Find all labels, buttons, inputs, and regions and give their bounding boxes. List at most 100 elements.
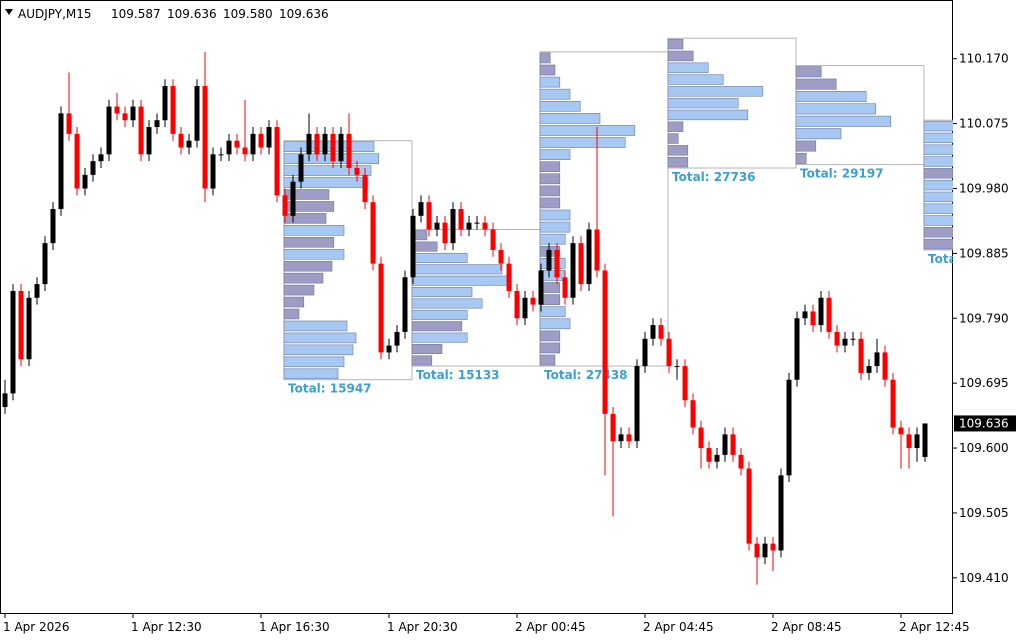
candle-body — [266, 127, 272, 148]
profile-bar — [411, 264, 503, 275]
profile-bar — [795, 66, 822, 78]
profile-bar — [283, 260, 333, 272]
candle-body — [834, 331, 840, 346]
profile-bar — [667, 156, 689, 168]
candle-body — [666, 338, 672, 367]
candle-body — [738, 454, 744, 469]
candle-body — [762, 543, 768, 558]
profile-bar — [411, 332, 468, 343]
y-tick-label: 109.885 — [959, 246, 1009, 260]
profile-bar — [795, 128, 842, 140]
x-tick-label: 1 Apr 2026 — [3, 620, 70, 634]
profile-bar — [539, 125, 636, 136]
profile-bar — [411, 344, 443, 354]
candle-body — [362, 174, 368, 203]
profile-bar — [923, 144, 953, 155]
profile-total: Total: 29197 — [800, 167, 884, 181]
y-tick-label: 109.980 — [959, 182, 1009, 196]
candle-body — [42, 243, 48, 285]
profile-bar — [667, 74, 724, 85]
profile-total-value: 15133 — [458, 368, 500, 382]
candle-body — [418, 202, 424, 216]
profile-bar — [539, 197, 561, 209]
profile-bar — [667, 109, 749, 121]
candle-body — [322, 133, 328, 155]
current-price-label: 109.636 — [959, 416, 1009, 430]
candle-body — [482, 222, 488, 230]
candle-body — [410, 215, 416, 278]
candle-body — [538, 270, 544, 305]
profile-bar — [923, 156, 953, 167]
profile-bar — [539, 52, 551, 64]
profile-total: Total: 27438 — [544, 368, 628, 382]
profile-bar — [923, 215, 953, 226]
profile-bar — [795, 140, 817, 152]
profile-bar — [283, 284, 315, 296]
profile-bar — [667, 133, 679, 144]
profile-box — [795, 65, 925, 166]
candle-body — [442, 222, 448, 244]
y-tick-label: 109.600 — [959, 441, 1009, 455]
x-tick-label: 1 Apr 20:30 — [387, 620, 458, 634]
candle-body — [66, 113, 72, 134]
candle-body — [866, 366, 872, 373]
candle-body — [18, 290, 24, 360]
x-tick-label: 1 Apr 12:30 — [131, 620, 202, 634]
candle-body — [194, 86, 200, 141]
candle-body — [298, 154, 304, 182]
profile-bar — [539, 209, 571, 221]
menu-arrow[interactable] — [5, 9, 13, 15]
quote: 109.636 — [279, 7, 329, 21]
candle-body — [122, 113, 128, 121]
candle-body — [306, 133, 312, 155]
y-tick-label: 109.790 — [959, 311, 1009, 325]
profile-bar — [923, 168, 953, 179]
profile-bar — [795, 103, 877, 115]
profile-bar — [795, 91, 867, 103]
profile-bar — [667, 86, 764, 97]
profile-bar — [283, 189, 330, 200]
profile-bar — [539, 113, 601, 124]
candle-body — [810, 311, 816, 326]
candle-body — [802, 311, 808, 319]
profile-bar — [539, 330, 561, 342]
candle-body — [730, 434, 736, 455]
profile-total: Total: 27736 — [672, 170, 756, 184]
candle-body — [146, 127, 152, 155]
candle-body — [202, 86, 208, 189]
candle-body — [130, 106, 136, 121]
candle-body — [602, 270, 608, 414]
profile-bar — [539, 233, 566, 245]
candle-body — [570, 243, 576, 298]
candle-body — [586, 229, 592, 285]
profile-bar — [411, 287, 473, 298]
profile-bar — [283, 356, 345, 368]
candle-body — [874, 352, 880, 367]
candle-body — [58, 113, 64, 209]
profile-bar — [283, 308, 300, 320]
candle-body — [722, 434, 728, 455]
candle-body — [786, 379, 792, 476]
candle-body — [242, 147, 248, 155]
y-tick-label: 109.410 — [959, 571, 1009, 585]
profile-bar — [923, 227, 953, 238]
candle-body — [778, 475, 784, 551]
candle-body — [594, 229, 600, 271]
profile-bar — [667, 145, 689, 156]
profile-total-label: Total: — [544, 368, 582, 382]
candle-body — [914, 434, 920, 449]
profile-bar — [539, 76, 561, 88]
profile-bar — [411, 321, 463, 332]
candle-body — [690, 400, 696, 428]
candle-body — [890, 379, 896, 428]
candle-body — [906, 434, 912, 449]
profile-bar — [411, 275, 508, 286]
current-price-box — [954, 415, 1016, 432]
candle-body — [186, 140, 192, 148]
profile-total-value: 15947 — [330, 382, 372, 396]
candle-body — [458, 208, 464, 230]
profile-bar — [539, 149, 571, 160]
candle-body — [218, 154, 224, 156]
